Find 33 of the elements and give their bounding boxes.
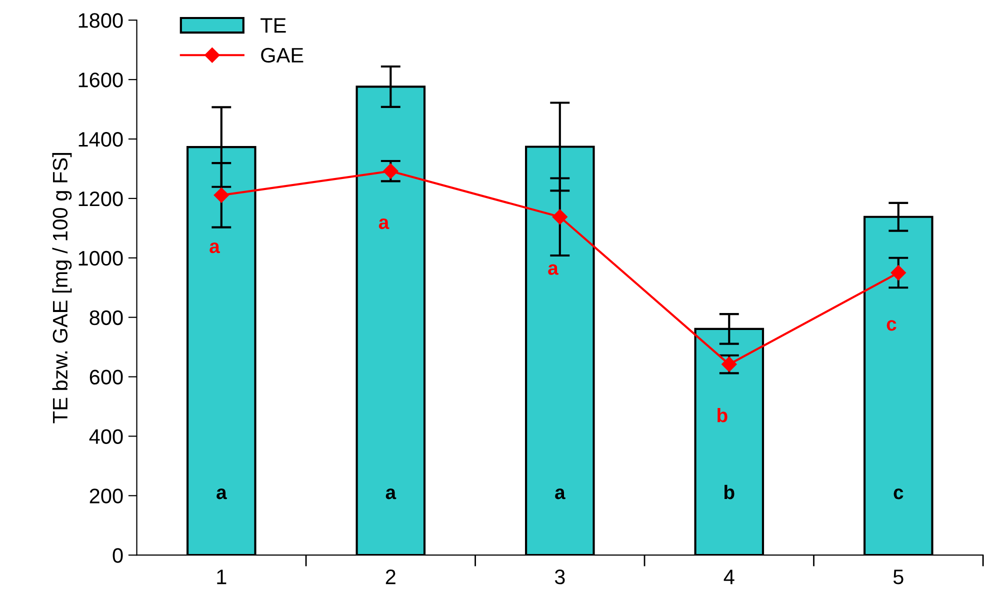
y-tick-label: 1000: [78, 250, 123, 266]
y-tick-label: 400: [89, 429, 123, 444]
x-tick-label: 3: [554, 570, 565, 584]
data-label: b: [724, 484, 734, 500]
y-tick-label: 1400: [78, 132, 123, 147]
legend-label: GAE: [261, 48, 304, 63]
data-label: a: [216, 488, 227, 500]
y-tick-label: 1600: [78, 72, 123, 88]
point: [890, 265, 906, 280]
y-tick-label: 800: [90, 310, 123, 326]
x-tick-label: 5: [893, 570, 904, 584]
x-tick-label: 2: [386, 570, 396, 584]
data-label: a: [378, 218, 390, 230]
data-label: a: [386, 488, 396, 500]
data-label: c: [894, 488, 904, 500]
data-label: c: [886, 320, 896, 331]
point: [214, 188, 229, 203]
y-tick-label: 0: [112, 548, 123, 563]
point: [722, 356, 737, 372]
data-label: a: [548, 264, 558, 275]
data-label: a: [555, 488, 566, 500]
y-tick-label: 600: [90, 370, 123, 385]
data-label: b: [718, 408, 728, 422]
y-tick-label: 1200: [78, 191, 123, 206]
y-tick-label: 1800: [78, 13, 123, 28]
y-tick-label: 200: [90, 488, 123, 504]
x-tick-label: 1: [217, 570, 226, 584]
point: [552, 209, 568, 224]
legend-label: TE: [260, 18, 286, 33]
point: [383, 164, 398, 179]
x-tick-label: 4: [724, 570, 734, 584]
y-axis-title: TE bzw. GAE [mg / 100 g FS]: [52, 153, 72, 424]
data-label: a: [210, 242, 220, 254]
